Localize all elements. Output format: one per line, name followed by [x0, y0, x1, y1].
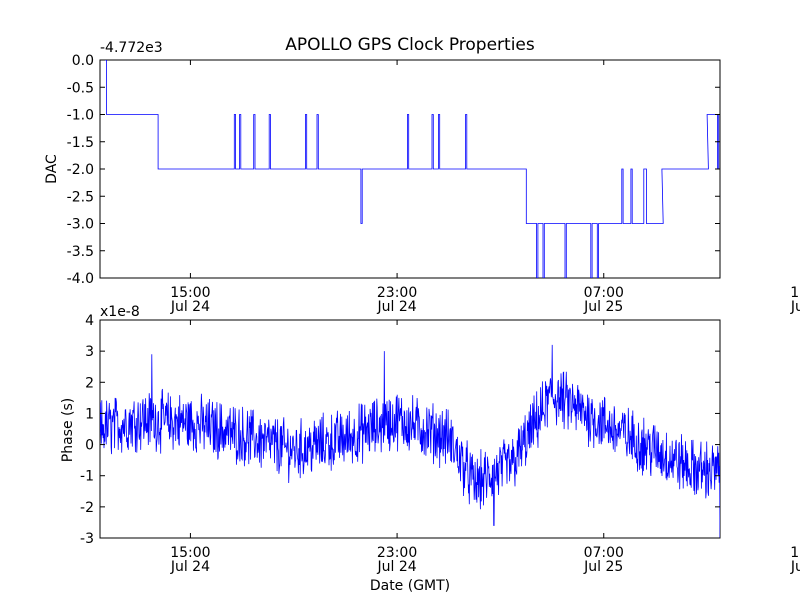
y-tick-label: 2 — [85, 375, 94, 391]
phase-xlabel: Date (GMT) — [370, 578, 450, 594]
x-tick-date: Jul 25 — [583, 559, 623, 575]
y-tick-label: -1 — [80, 469, 94, 485]
x-tick-date: Jul 24 — [170, 559, 210, 575]
y-tick-label: -2 — [80, 500, 94, 516]
x-tick-date: Jul 25 — [790, 299, 800, 315]
phase-ylabel: Phase (s) — [60, 398, 76, 462]
dac-y-ticks: 0.0 -0.5 -1.0 -1.5 -2.0 -2.5 -3.0 -3.5 -4.0 — [67, 53, 720, 287]
x-tick-time: 07:00 — [584, 285, 624, 301]
x-tick-date: Jul 24 — [170, 299, 210, 315]
x-tick-time: 15:00 — [790, 545, 800, 561]
x-tick-time: 23:00 — [377, 545, 417, 561]
x-tick-time: 23:00 — [377, 285, 417, 301]
y-tick-label: -1.0 — [67, 108, 94, 124]
x-tick-date: Jul 25 — [583, 299, 623, 315]
y-tick-label: 1 — [85, 406, 94, 422]
x-tick-time: 07:00 — [584, 545, 624, 561]
dac-plot: 0.0 -0.5 -1.0 -1.5 -2.0 -2.5 -3.0 -3.5 -4.0 15:0… — [44, 40, 800, 315]
x-tick-time: 15:00 — [790, 285, 800, 301]
y-tick-label: 0.0 — [72, 53, 94, 69]
chart-title: APOLLO GPS Clock Properties — [285, 35, 535, 55]
phase-y-ticks: 4 3 2 1 0 -1 -2 -3 — [80, 313, 720, 547]
dac-ylabel: DAC — [44, 154, 60, 184]
y-tick-label: -1.5 — [67, 135, 94, 151]
y-tick-label: -2.5 — [67, 189, 94, 205]
y-tick-label: -0.5 — [67, 80, 94, 96]
y-tick-label: 0 — [85, 438, 94, 454]
y-tick-label: -4.0 — [67, 271, 94, 287]
phase-series — [100, 344, 720, 538]
x-tick-date: Jul 24 — [377, 299, 417, 315]
x-tick-time: 15:00 — [170, 285, 210, 301]
phase-series-line — [100, 344, 720, 538]
phase-offset-label: x1e-8 — [100, 304, 140, 320]
y-tick-label: -3.0 — [67, 217, 94, 233]
x-tick-date: Jul 25 — [790, 559, 800, 575]
y-tick-label: 3 — [85, 344, 94, 360]
dac-series — [100, 60, 720, 278]
y-tick-label: -2.0 — [67, 162, 94, 178]
x-tick-time: 15:00 — [170, 545, 210, 561]
dac-series-line — [100, 60, 720, 278]
dac-offset-label: -4.772e3 — [100, 40, 163, 56]
y-tick-label: -3.5 — [67, 244, 94, 260]
y-tick-label: 4 — [85, 313, 94, 329]
x-tick-date: Jul 24 — [377, 559, 417, 575]
y-tick-label: -3 — [80, 531, 94, 547]
